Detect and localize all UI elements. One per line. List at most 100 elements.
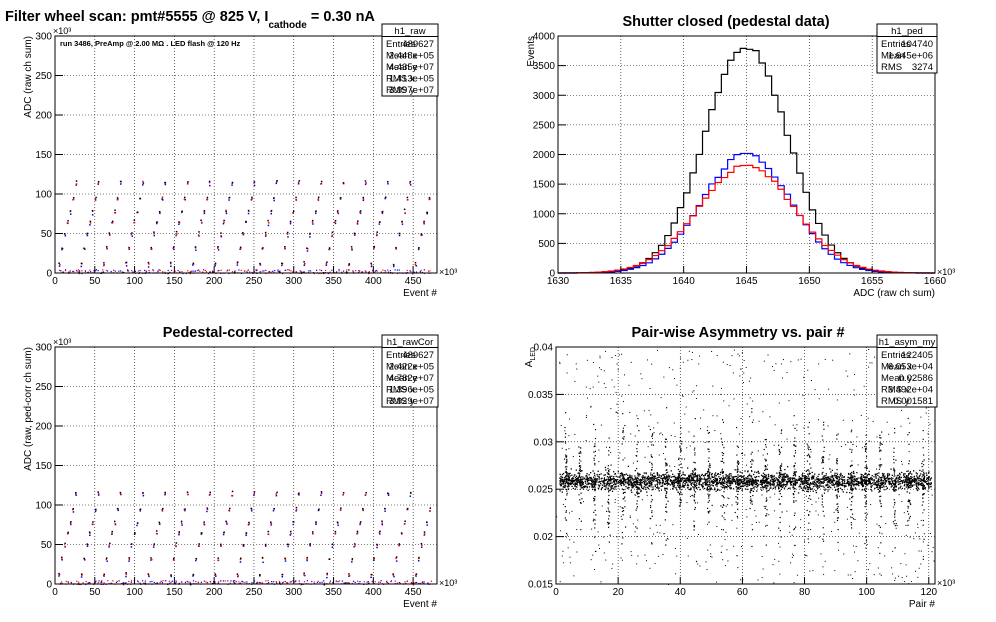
data-point (722, 471, 725, 473)
stats-label: Mean x (386, 51, 417, 62)
data-point (809, 455, 811, 458)
data-point (89, 224, 91, 226)
data-point (751, 503, 753, 505)
data-point (612, 487, 614, 489)
data-point (582, 481, 584, 484)
data-point (894, 483, 897, 485)
data-point (331, 543, 334, 545)
data-point (837, 475, 839, 478)
data-point (565, 498, 567, 500)
data-point (865, 480, 867, 482)
data-point (405, 582, 407, 585)
data-point (811, 483, 813, 485)
data-point (189, 272, 192, 275)
data-point (158, 521, 161, 524)
data-point (857, 480, 859, 483)
data-point (891, 480, 893, 482)
data-point (607, 487, 610, 490)
data-point (622, 507, 624, 509)
data-point (822, 538, 824, 540)
data-point (722, 452, 725, 455)
data-point (329, 248, 331, 250)
data-point (579, 483, 581, 485)
data-point (706, 483, 709, 486)
data-point (120, 183, 122, 185)
data-point (626, 487, 629, 489)
data-point (94, 199, 97, 201)
data-point (796, 481, 798, 483)
data-point (868, 473, 871, 476)
data-point (320, 180, 323, 183)
data-point (709, 481, 711, 483)
data-point (359, 211, 361, 213)
data-point (337, 212, 340, 215)
data-point (860, 479, 862, 481)
x-tick-label: 50 (89, 587, 101, 598)
data-point (217, 582, 219, 584)
data-point (394, 269, 396, 271)
data-point (725, 478, 728, 480)
data-point (359, 522, 362, 524)
data-point (119, 491, 122, 494)
data-point (860, 473, 862, 476)
data-point (70, 581, 72, 583)
data-point (598, 473, 601, 476)
data-point (693, 469, 695, 471)
data-point (609, 477, 612, 480)
data-point (273, 581, 275, 583)
data-point (69, 213, 72, 215)
data-point (821, 472, 823, 474)
data-point (613, 481, 615, 483)
data-point (309, 233, 311, 235)
data-point (741, 485, 743, 487)
data-point (650, 517, 652, 520)
data-point (593, 518, 595, 520)
data-point (567, 483, 569, 486)
data-point (715, 480, 717, 483)
data-point (128, 558, 131, 561)
data-point (789, 479, 791, 481)
data-point (574, 484, 576, 486)
data-point (918, 482, 920, 484)
data-point (876, 486, 878, 489)
data-point (593, 478, 595, 481)
data-point (851, 478, 853, 481)
data-point (95, 580, 97, 582)
data-point (819, 484, 821, 486)
data-point (384, 510, 386, 512)
data-point (565, 475, 568, 477)
data-point (387, 492, 389, 494)
data-point (687, 484, 690, 487)
data-point (198, 231, 200, 233)
data-point (672, 486, 675, 488)
data-point (588, 486, 591, 488)
data-point (381, 212, 384, 214)
data-point (153, 544, 155, 546)
data-point (899, 483, 901, 485)
data-point (778, 480, 780, 483)
data-point (572, 479, 574, 482)
data-point (707, 511, 709, 513)
data-point (326, 576, 328, 579)
data-point (811, 477, 813, 479)
data-point (859, 482, 861, 484)
data-point (904, 479, 906, 481)
data-point (769, 487, 771, 489)
data-point (696, 487, 698, 489)
data-point (309, 270, 312, 272)
data-point (395, 246, 397, 249)
data-point (766, 491, 768, 493)
data-point (664, 458, 666, 460)
data-point (189, 583, 192, 586)
data-point (152, 269, 154, 271)
data-point (855, 488, 857, 490)
data-point (651, 481, 653, 484)
data-point (565, 481, 567, 483)
data-point (713, 481, 715, 483)
data-point (691, 470, 694, 472)
data-point (764, 464, 767, 467)
data-point (765, 544, 767, 546)
data-point (651, 466, 653, 469)
data-point (59, 582, 62, 584)
data-point (594, 429, 597, 431)
